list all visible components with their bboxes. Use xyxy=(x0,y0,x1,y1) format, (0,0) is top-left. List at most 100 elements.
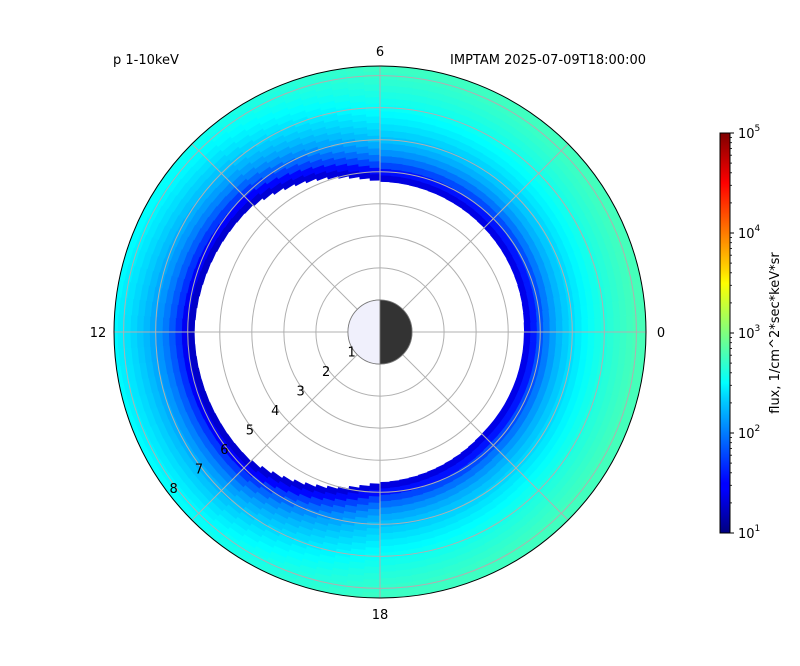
earth-dayside xyxy=(347,299,381,365)
heatmap-cell xyxy=(642,384,646,405)
heatmap-cell xyxy=(362,599,380,606)
heatmap-cell xyxy=(114,295,115,315)
heatmap-cell xyxy=(594,317,602,333)
heatmap-cell xyxy=(161,317,170,333)
heatmap-cell xyxy=(549,331,557,344)
heatmap-cell xyxy=(398,54,417,62)
heatmap-cell xyxy=(379,161,392,170)
heatmap-cell xyxy=(637,402,646,422)
heatmap-cell xyxy=(379,174,391,183)
colorbar-ticks: 101 102 103 104 105 xyxy=(730,124,761,542)
heatmap-cell xyxy=(114,259,116,279)
heatmap-cell xyxy=(176,115,196,134)
heatmap-cell xyxy=(587,317,596,333)
heatmap-cell xyxy=(542,331,551,344)
heatmap-cell xyxy=(99,350,107,369)
heatmap-cell xyxy=(654,368,663,387)
heatmap-cell xyxy=(115,224,129,245)
heatmap-cell xyxy=(114,402,121,423)
heatmap-cell xyxy=(587,331,596,347)
heatmap-cell xyxy=(288,594,309,598)
heatmap-cell xyxy=(647,368,656,387)
heatmap-cell xyxy=(290,66,311,77)
heatmap-cell xyxy=(398,601,417,609)
heatmap-cell xyxy=(123,314,132,333)
heatmap-cell xyxy=(102,277,111,296)
heatmap-cell xyxy=(141,486,159,507)
heatmap-cell xyxy=(379,149,393,157)
heatmap-cell xyxy=(547,107,567,125)
heatmap-cell xyxy=(562,319,570,333)
heatmap-cell xyxy=(517,86,538,103)
heatmap-cell xyxy=(368,489,381,498)
radial-label: 7 xyxy=(195,463,203,478)
heatmap-cell xyxy=(638,331,646,350)
heatmap-cell xyxy=(367,141,381,149)
heatmap-cell xyxy=(398,608,417,616)
radial-labels: 1 2 3 4 5 6 7 8 xyxy=(169,346,355,498)
heatmap-cell xyxy=(606,316,615,333)
heatmap-cell xyxy=(324,606,343,615)
radial-label: 5 xyxy=(246,424,254,439)
heatmap-cell xyxy=(99,295,107,314)
heatmap-cell xyxy=(645,313,646,333)
colorbar-tick-label: 104 xyxy=(738,224,761,242)
heatmap-cell xyxy=(531,548,551,566)
heatmap-cell xyxy=(398,48,417,56)
heatmap-cell xyxy=(206,552,226,570)
heatmap-cell xyxy=(572,511,591,530)
heatmap-cell xyxy=(130,192,146,213)
heatmap-cell xyxy=(362,70,381,79)
mlt-label: 6 xyxy=(376,45,384,60)
heatmap-cell xyxy=(581,318,589,333)
heatmap-cell xyxy=(648,278,657,297)
heatmap-cell xyxy=(174,318,183,333)
heatmap-cell xyxy=(379,110,395,119)
heatmap-cell xyxy=(363,90,381,98)
heatmap-cell xyxy=(114,366,117,386)
heatmap-cell xyxy=(622,187,639,209)
radial-label: 1 xyxy=(347,346,355,361)
heatmap-cell xyxy=(133,173,150,194)
heatmap-cell xyxy=(466,69,487,83)
heatmap-cell xyxy=(152,501,171,521)
heatmap-cell xyxy=(379,526,394,534)
heatmap-cell xyxy=(368,502,381,510)
heatmap-cell xyxy=(545,536,565,555)
heatmap-cell xyxy=(523,331,531,343)
heatmap-cell xyxy=(363,83,381,92)
heatmap-cell xyxy=(365,122,381,130)
heatmap-cell xyxy=(649,386,659,405)
heatmap-cell xyxy=(122,208,137,229)
colorbar-gradient xyxy=(719,132,731,534)
heatmap-cell xyxy=(366,128,381,137)
heatmap-cell xyxy=(555,331,564,345)
heatmap-cell xyxy=(308,591,328,598)
heatmap-cell xyxy=(93,350,101,369)
heatmap-cell xyxy=(129,315,138,333)
heatmap-cell xyxy=(379,513,393,522)
heatmap-cell xyxy=(136,331,144,349)
heatmap-cell xyxy=(344,600,362,608)
heatmap-cell xyxy=(379,539,395,547)
heatmap-cell xyxy=(619,331,628,349)
heatmap-cell xyxy=(222,560,243,577)
heatmap-cell xyxy=(367,147,381,156)
heatmap-cell xyxy=(168,331,176,347)
heatmap-cell xyxy=(657,295,665,314)
heatmap-cell xyxy=(368,154,381,162)
heatmap-cell xyxy=(632,224,646,245)
heatmap-cell xyxy=(549,541,570,560)
heatmap-cell xyxy=(114,404,115,425)
heatmap-cell xyxy=(114,419,128,440)
heatmap-cell xyxy=(416,50,435,59)
heatmap-cell xyxy=(379,117,395,125)
polar-grid xyxy=(114,66,646,598)
heatmap-cell xyxy=(578,127,598,147)
heatmap-cell xyxy=(613,171,630,192)
heatmap-cell xyxy=(365,547,381,555)
heatmap-cell xyxy=(324,50,343,59)
heatmap-cell xyxy=(155,145,173,165)
heatmap-cell xyxy=(142,316,151,333)
